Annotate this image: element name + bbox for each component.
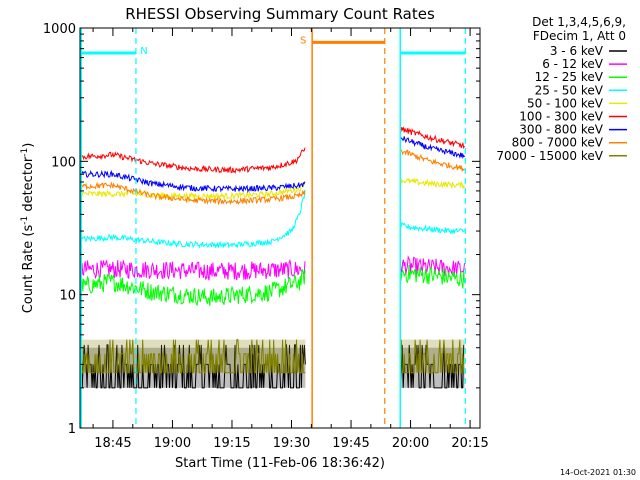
series-trace	[80, 189, 306, 249]
data-layer	[80, 126, 465, 389]
series-trace	[81, 258, 306, 281]
legend-entry-label: 800 - 7000 keV	[512, 136, 604, 150]
legend-entry-label: 25 - 50 keV	[535, 83, 604, 97]
series-fill	[400, 339, 465, 373]
series-trace	[80, 181, 306, 206]
y-tick-label: 10	[59, 289, 76, 304]
series-300-800-kev	[81, 136, 465, 194]
legend-entry-label: 50 - 100 keV	[527, 96, 604, 110]
y-axis-label: Count Rate (s-1 detector-1)	[20, 143, 36, 314]
x-tick-label: 19:30	[273, 436, 310, 451]
y-tick-label: 1000	[43, 22, 76, 37]
x-tick-label: 19:45	[332, 436, 369, 451]
x-tick-label: 18:45	[94, 436, 131, 451]
timestamp: 14-Oct-2021 01:30	[560, 468, 636, 477]
x-tick-label: 20:00	[392, 436, 429, 451]
series-trace	[399, 149, 465, 172]
y-tick-label: 1	[68, 422, 76, 437]
legend-entry-label: 100 - 300 keV	[519, 110, 603, 124]
legend-entry-label: 12 - 25 keV	[535, 70, 604, 84]
chart-title: RHESSI Observing Summary Count Rates	[125, 5, 435, 23]
series-100-300-kev	[80, 126, 465, 174]
series-trace	[80, 181, 306, 201]
series-25-50-kev	[80, 189, 465, 249]
y-tick-label: 100	[51, 155, 76, 170]
legend-header-line-2: FDecim 1, Att 0	[533, 29, 626, 43]
series-trace	[81, 169, 306, 194]
x-tick-label: 19:00	[154, 436, 191, 451]
series-trace	[399, 264, 465, 289]
y-label-end: )	[21, 143, 36, 148]
y-label-sup-1: -1	[20, 216, 30, 225]
x-tick-label: 19:15	[213, 436, 250, 451]
series-trace	[399, 177, 465, 190]
series-trace	[399, 222, 465, 235]
series-800-7000-kev	[80, 149, 465, 206]
y-label-mid: detector	[21, 156, 36, 216]
legend-entry-label: 300 - 800 keV	[519, 123, 603, 137]
legend-entry-label: 6 - 12 keV	[542, 57, 604, 71]
legend-entry-label: 3 - 6 keV	[550, 44, 604, 58]
orbit-marker-layer: NS	[80, 28, 466, 428]
series-7000-15000-kev	[80, 339, 465, 374]
legend: Det 1,3,4,5,6,9, FDecim 1, Att 0 3 - 6 k…	[496, 15, 627, 163]
x-tick-label: 20:15	[451, 436, 488, 451]
orbit-marker-label: S	[300, 35, 306, 46]
series-6-12-kev	[81, 255, 465, 281]
series-trace	[399, 344, 465, 389]
series-trace	[400, 126, 465, 150]
legend-header-line-1: Det 1,3,4,5,6,9,	[532, 15, 626, 29]
series-trace	[399, 255, 465, 278]
y-label-sup-2: -1	[20, 148, 30, 157]
x-axis-label: Start Time (11-Feb-06 18:36:42)	[175, 456, 385, 471]
series-12-25-kev	[80, 264, 465, 307]
series-trace	[80, 147, 306, 174]
legend-entry-label: 7000 - 15000 keV	[496, 149, 603, 163]
series-trace	[80, 268, 306, 307]
series-trace	[80, 339, 306, 374]
series-trace	[399, 339, 465, 374]
y-label-main: Count Rate (s	[21, 225, 36, 314]
orbit-marker-label: N	[140, 46, 147, 57]
plot-frame	[79, 27, 481, 429]
series-trace	[399, 136, 465, 160]
series-fill	[81, 339, 306, 373]
series-50-100-kev	[80, 177, 465, 201]
axis-layer: 18:45 19:00 19:15 19:30 19:45 20:00 20:15 1 10 10…	[43, 22, 489, 451]
